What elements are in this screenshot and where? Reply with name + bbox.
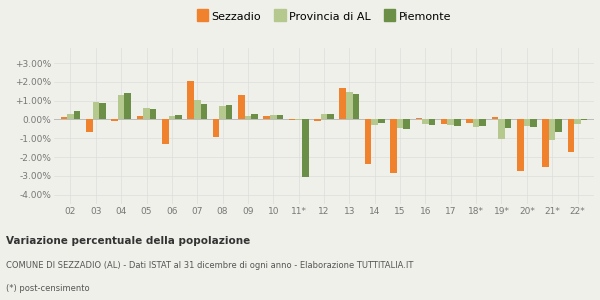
Bar [169,116,175,119]
Bar [213,119,219,137]
Bar [340,88,346,119]
Bar [556,119,562,132]
Bar [118,95,124,119]
Bar [92,102,99,119]
Text: (*) post-censimento: (*) post-censimento [6,284,89,293]
Text: COMUNE DI SEZZADIO (AL) - Dati ISTAT al 31 dicembre di ogni anno - Elaborazione : COMUNE DI SEZZADIO (AL) - Dati ISTAT al … [6,262,413,271]
Bar [448,119,454,125]
Bar [441,119,448,124]
Bar [67,114,74,119]
Bar [422,119,429,124]
Bar [200,104,207,119]
Bar [194,100,200,119]
Bar [74,111,80,119]
Bar [498,119,505,139]
Bar [466,119,473,123]
Bar [289,119,295,120]
Bar [524,119,530,126]
Bar [187,81,194,119]
Bar [327,114,334,119]
Bar [416,118,422,119]
Bar [530,119,537,127]
Bar [403,119,410,129]
Bar [226,105,232,119]
Bar [390,119,397,173]
Bar [353,94,359,119]
Bar [479,119,486,126]
Legend: Sezzadio, Provincia di AL, Piemonte: Sezzadio, Provincia di AL, Piemonte [195,10,453,24]
Bar [61,117,67,119]
Bar [346,92,353,119]
Bar [175,115,182,119]
Bar [245,116,251,119]
Bar [263,116,270,119]
Bar [143,108,150,119]
Bar [238,95,245,119]
Text: Variazione percentuale della popolazione: Variazione percentuale della popolazione [6,236,250,247]
Bar [321,114,327,119]
Bar [150,109,157,119]
Bar [378,119,385,123]
Bar [574,119,581,124]
Bar [491,117,498,119]
Bar [124,93,131,119]
Bar [429,119,435,125]
Bar [99,103,106,119]
Bar [365,119,371,164]
Bar [219,106,226,119]
Bar [314,119,321,121]
Bar [517,119,524,171]
Bar [251,114,258,119]
Bar [302,119,308,177]
Bar [137,116,143,119]
Bar [111,119,118,121]
Bar [371,119,378,125]
Bar [162,119,169,144]
Bar [277,115,283,119]
Bar [86,119,92,132]
Bar [454,119,461,126]
Bar [295,119,302,120]
Bar [581,119,587,120]
Bar [270,115,277,119]
Bar [542,119,549,167]
Bar [397,119,403,128]
Bar [568,119,574,152]
Bar [473,119,479,127]
Bar [549,119,556,140]
Bar [505,119,511,128]
